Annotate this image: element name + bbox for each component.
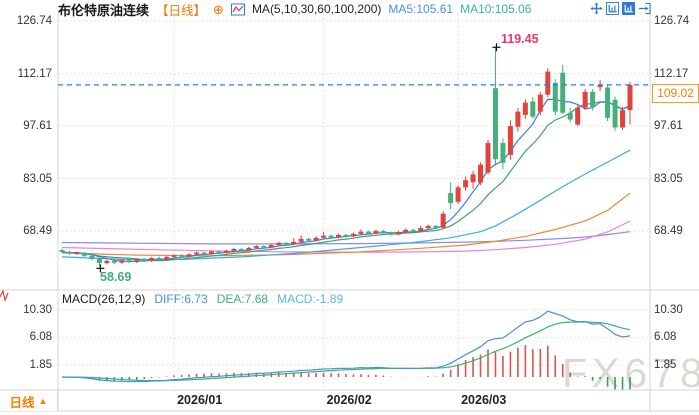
crosshair-icon[interactable]: [590, 2, 603, 15]
chart-type-icon[interactable]: [230, 3, 245, 16]
ma-settings-label[interactable]: MA(5,10,30,60,100,200): [251, 2, 382, 16]
ma5-value-label: MA5:105.61: [388, 2, 454, 16]
period-tag: 【日线】: [156, 3, 207, 18]
macd-hist-value: MACD:-1.89: [277, 292, 344, 306]
tab-daily-label: 日线: [9, 395, 35, 410]
axis-scale-active-icon[interactable]: [622, 2, 635, 15]
chart-header: 布伦特原油连续 【日线】 ⊕ MA(5,10,30,60,100,200) MA…: [58, 1, 532, 18]
triangle-up-icon: ▲: [38, 396, 48, 406]
time-axis-label: 2026/02: [326, 393, 372, 407]
instrument-title: 布伦特原油连续: [58, 2, 150, 18]
low-price-annotation: 58.69: [100, 270, 132, 284]
time-axis: 2026/01 2026/02 2026/03: [0, 391, 699, 411]
axis-scale-icon[interactable]: [606, 2, 619, 15]
chart-toolbar: [590, 2, 651, 15]
tab-daily-period[interactable]: 日线 ▲: [0, 391, 58, 411]
exit-chart-icon[interactable]: [638, 2, 651, 15]
time-axis-label: 2026/01: [177, 393, 223, 407]
macd-indicator-header: MACD(26,12,9) DIFF:6.73 DEA:7.68 MACD:-1…: [62, 292, 343, 306]
time-axis-label: 2026/03: [461, 393, 507, 407]
high-price-annotation: 119.45: [501, 32, 539, 46]
current-price-tag: 109.02: [652, 84, 699, 103]
macd-dea-value: DEA:7.68: [216, 292, 269, 306]
macd-diff-value: DIFF:6.73: [154, 292, 208, 306]
add-indicator-icon[interactable]: ⊕: [213, 1, 224, 17]
ma10-value-label: MA10:105.06: [460, 2, 532, 16]
macd-params-label[interactable]: MACD(26,12,9): [62, 292, 146, 306]
scroll-handle-icon[interactable]: [0, 288, 9, 303]
